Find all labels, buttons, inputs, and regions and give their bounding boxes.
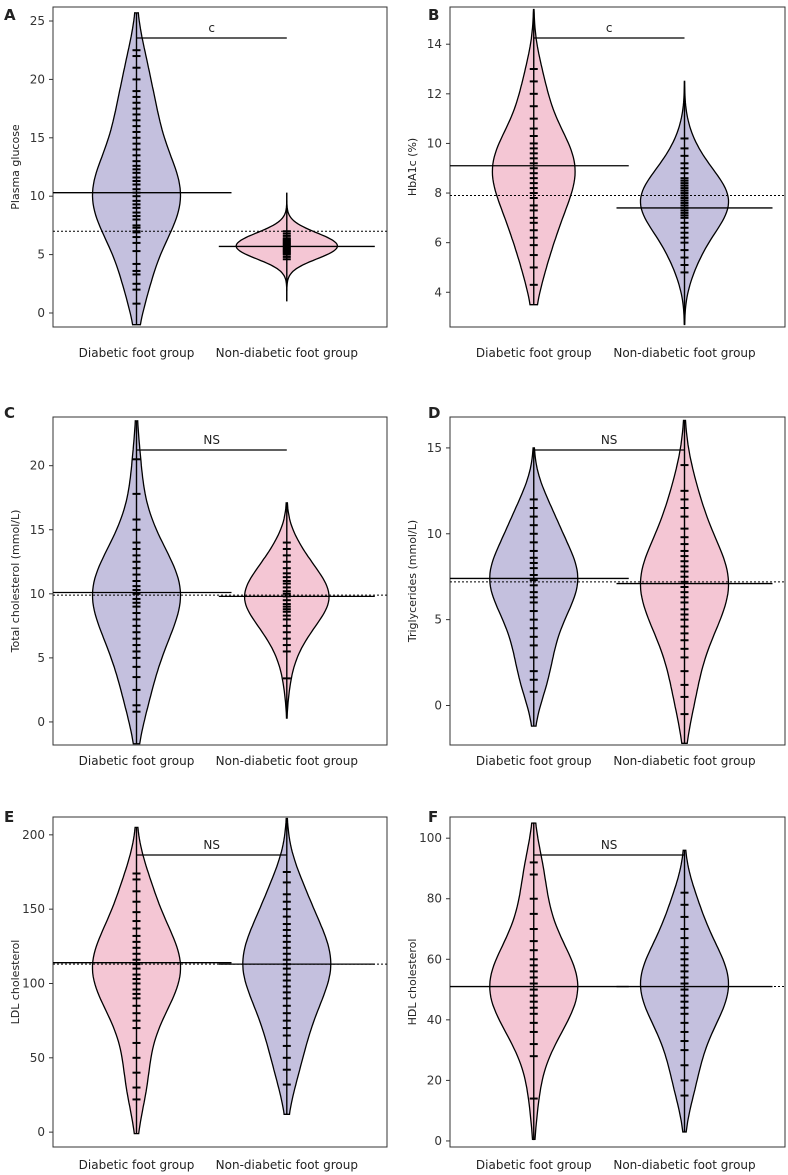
y-tick-label: 15 [30, 523, 45, 537]
category-label: Diabetic foot group [476, 1158, 592, 1172]
y-tick-label: 10 [30, 189, 45, 203]
y-tick-label: 60 [427, 952, 442, 966]
y-tick-label: 10 [30, 587, 45, 601]
category-label: Diabetic foot group [476, 346, 592, 360]
y-tick-label: 12 [427, 87, 442, 101]
y-tick-label: 0 [37, 306, 45, 320]
panel-f: F 0 20 40 60 80 100 HDL cholesterol Diabetic foo… [406, 808, 786, 1172]
panel-letter: F [428, 808, 438, 826]
category-label: Non-diabetic foot group [613, 1158, 755, 1172]
y-tick-label: 25 [30, 14, 45, 28]
y-tick-label: 6 [434, 236, 442, 250]
y-tick-label: 15 [30, 131, 45, 145]
panel-c: C 0 5 10 15 20 Total cholesterol (mmol/L) Diabe… [4, 404, 388, 768]
y-axis-title: HDL cholesterol [406, 939, 419, 1026]
y-axis-title: HbA1c (%) [406, 138, 419, 196]
category-label: Diabetic foot group [79, 1158, 195, 1172]
significance-label: NS [203, 838, 220, 852]
significance-label: NS [203, 433, 220, 447]
y-tick-label: 40 [427, 1013, 442, 1027]
y-tick-label: 20 [30, 72, 45, 86]
category-label: Diabetic foot group [79, 754, 195, 768]
y-tick-label: 5 [37, 248, 45, 262]
y-tick-label: 50 [30, 1051, 45, 1065]
y-tick-label: 5 [37, 651, 45, 665]
plot-frame [449, 416, 786, 746]
y-tick-label: 100 [22, 976, 45, 990]
y-axis-title: LDL cholesterol [9, 940, 22, 1025]
panel-d: D 0 5 10 15 Triglycerides (mmol/L) Diabetic fo… [406, 404, 786, 768]
category-label: Non-diabetic foot group [216, 754, 358, 768]
y-tick-label: 8 [434, 186, 442, 200]
y-tick-label: 10 [427, 527, 442, 541]
y-tick-label: 80 [427, 892, 442, 906]
category-label: Non-diabetic foot group [613, 346, 755, 360]
plot-frame [449, 6, 786, 328]
y-axis-title: Total cholesterol (mmol/L) [9, 510, 22, 654]
panel-letter: E [4, 808, 14, 826]
y-tick-label: 5 [434, 613, 442, 627]
plot-frame [449, 816, 786, 1148]
plot-frame [52, 816, 388, 1148]
y-tick-label: 15 [427, 441, 442, 455]
y-tick-label: 0 [434, 1134, 442, 1148]
y-axis-title: Triglycerides (mmol/L) [406, 520, 419, 643]
panel-letter: C [4, 404, 15, 422]
y-tick-label: 20 [427, 1073, 442, 1087]
y-tick-label: 150 [22, 902, 45, 916]
y-tick-label: 14 [427, 37, 442, 51]
panel-letter: A [4, 6, 16, 24]
y-tick-label: 200 [22, 828, 45, 842]
category-label: Non-diabetic foot group [613, 754, 755, 768]
category-label: Non-diabetic foot group [216, 346, 358, 360]
significance-label: NS [601, 433, 618, 447]
category-label: Non-diabetic foot group [216, 1158, 358, 1172]
plot-frame [52, 6, 388, 328]
panel-b: B 4 6 8 10 12 14 HbA1c (%) Diabetic foot group No… [406, 6, 786, 360]
y-axis-title: Plasma glucose [9, 124, 22, 210]
y-tick-label: 10 [427, 136, 442, 150]
significance-label: c [606, 21, 613, 35]
y-tick-label: 0 [37, 715, 45, 729]
y-tick-label: 0 [434, 699, 442, 713]
y-tick-label: 0 [37, 1125, 45, 1139]
panel-e: E 0 50 100 150 200 LDL cholesterol Diabetic foo… [4, 808, 388, 1172]
panel-letter: B [428, 6, 439, 24]
plot-frame [52, 416, 388, 746]
y-tick-label: 4 [434, 285, 442, 299]
category-label: Diabetic foot group [476, 754, 592, 768]
y-tick-label: 100 [419, 831, 442, 845]
panel-a: A 0 5 10 15 20 25 Plasma glucose Diabetic foot g… [4, 6, 388, 360]
category-label: Diabetic foot group [79, 346, 195, 360]
panel-letter: D [428, 404, 440, 422]
significance-label: c [208, 21, 215, 35]
significance-label: NS [601, 838, 618, 852]
y-tick-label: 20 [30, 459, 45, 473]
